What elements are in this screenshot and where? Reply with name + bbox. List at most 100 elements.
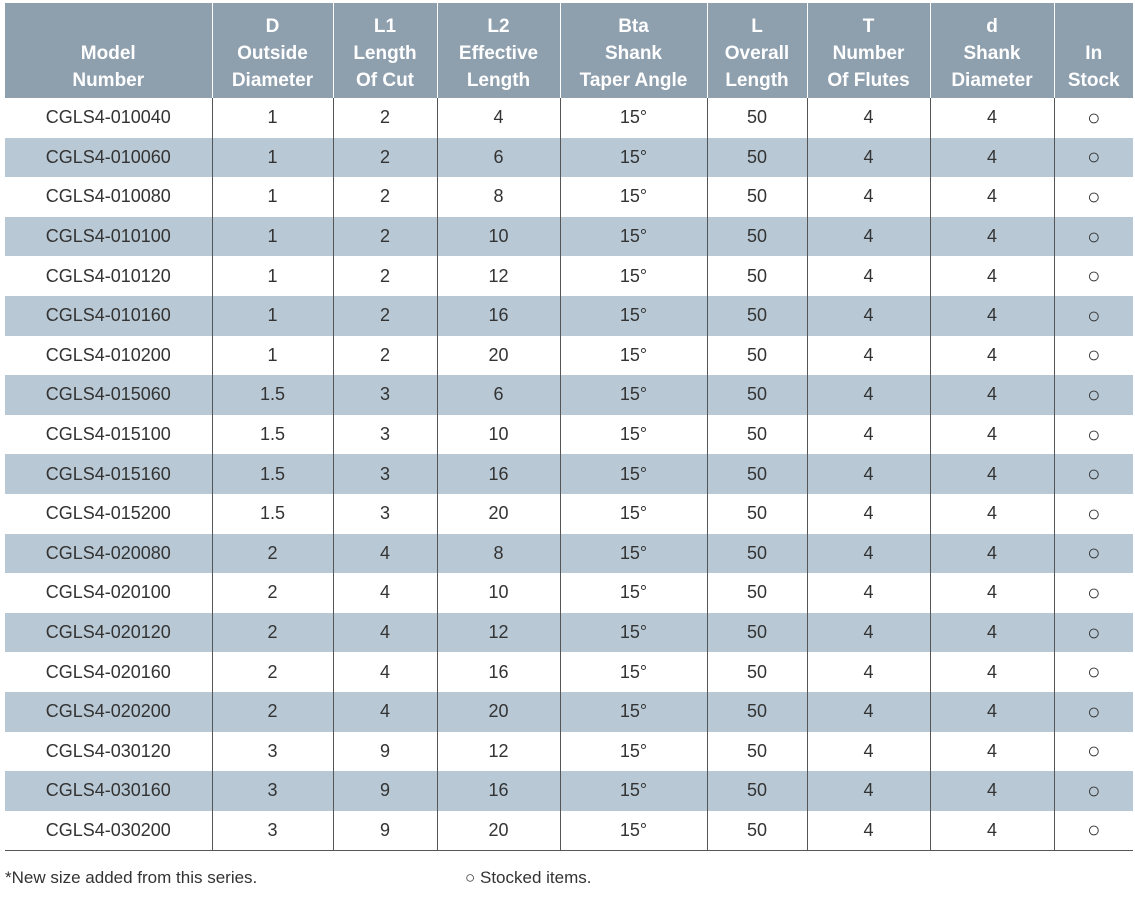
table-cell: CGLS4-020200 — [5, 691, 212, 732]
table-cell: CGLS4-030120 — [45, 740, 171, 761]
stock-cell: ○ — [1053, 652, 1133, 692]
header-line: L2 — [487, 16, 510, 37]
table-cell: 15° — [559, 375, 707, 415]
table-row: CGLS4-020080 2 4 8 15° 50 4 4 ○ — [5, 533, 1133, 574]
header-line: Diameter — [951, 70, 1033, 91]
header-cell: d Shank Diameter — [929, 3, 1054, 98]
table-cell: 4 — [806, 691, 930, 732]
header-line: In — [1085, 43, 1103, 64]
table-cell: CGLS4-015100 — [45, 424, 171, 445]
table-row: CGLS4-010080 1 2 8 15° 50 4 4 ○ — [5, 177, 1133, 217]
table-cell: 9 — [332, 810, 437, 852]
stock-cell: ○ — [1053, 454, 1133, 494]
table-cell: 4 — [806, 295, 930, 336]
table-cell: 15° — [559, 493, 707, 534]
table-row: CGLS4-010120 1 2 12 15° 50 4 4 ○ — [5, 256, 1133, 296]
table-cell: CGLS4-010080 — [45, 186, 171, 207]
table-row: CGLS4-010200 1 2 20 15° 50 4 4 ○ — [5, 335, 1133, 376]
stock-cell: ○ — [1053, 691, 1133, 732]
stock-cell: ○ — [1053, 533, 1133, 574]
table-cell: 3 — [332, 414, 437, 455]
header-line: D — [265, 16, 280, 37]
table-cell: 2 — [211, 533, 333, 574]
table-cell: 50 — [706, 295, 807, 336]
header-line: d — [986, 16, 998, 37]
table-cell: 15° — [559, 731, 707, 772]
table-cell: 50 — [706, 691, 807, 732]
header-line: Shank — [604, 43, 663, 64]
header-line: Length — [353, 43, 417, 64]
table-cell: 20 — [436, 335, 560, 376]
table-cell: 1 — [211, 216, 333, 257]
header-line: Shank — [963, 43, 1021, 64]
table-cell: 3 — [332, 493, 437, 534]
table-cell: CGLS4-010120 — [45, 265, 171, 286]
table-cell: 4 — [806, 414, 930, 455]
table-cell: CGLS4-015200 — [45, 503, 171, 524]
table-body: CGLS4-010040 1 2 4 15° 50 4 4 ○ CGLS4-010060 1 2 6 15… — [5, 98, 1133, 852]
header-line: Stock — [1067, 70, 1120, 91]
table-cell: 4 — [332, 612, 437, 653]
stock-legend: ○ Stocked items. — [465, 868, 592, 887]
table-cell: 4 — [806, 454, 930, 494]
table-cell: 4 — [929, 98, 1054, 138]
table-cell: 4 — [806, 573, 930, 613]
table-row: CGLS4-020120 2 4 12 15° 50 4 4 ○ — [5, 612, 1133, 653]
stock-cell: ○ — [1053, 98, 1133, 138]
table-cell: 4 — [929, 493, 1054, 534]
stock-cell: ○ — [1053, 493, 1133, 534]
table-cell: 15° — [559, 98, 707, 138]
stock-cell: ○ — [1053, 612, 1133, 653]
table-cell: 1 — [211, 256, 333, 296]
header-line: Length — [466, 70, 531, 91]
table-cell: 16 — [436, 652, 560, 692]
table-cell: 10 — [436, 414, 560, 455]
table-cell: 50 — [706, 533, 807, 574]
table-cell: 1 — [211, 295, 333, 336]
table-cell: 15° — [559, 177, 707, 217]
table-cell: 2 — [332, 335, 437, 376]
table-cell: 50 — [706, 414, 807, 455]
table-cell: 15° — [559, 454, 707, 494]
table-cell: 50 — [706, 493, 807, 534]
header-line: Outside — [237, 43, 308, 64]
header-line: Number — [832, 43, 905, 64]
header-line: L — [751, 16, 763, 37]
header-cell: L1 Length Of Cut — [332, 3, 437, 98]
stock-cell: ○ — [1053, 810, 1133, 852]
table-cell: 15° — [559, 573, 707, 613]
table-cell: 2 — [332, 256, 437, 296]
table-cell: 4 — [806, 533, 930, 574]
stock-cell: ○ — [1053, 731, 1133, 772]
table-cell: 1 — [211, 177, 333, 217]
table-row: CGLS4-010100 1 2 10 15° 50 4 4 ○ — [5, 216, 1133, 257]
table-cell: 4 — [929, 295, 1054, 336]
table-cell: 15° — [559, 533, 707, 574]
table-cell: 8 — [436, 533, 560, 574]
header-line: T — [862, 16, 875, 37]
table-cell: 8 — [436, 177, 560, 217]
table-cell: 3 — [332, 375, 437, 415]
table-cell: 50 — [706, 216, 807, 257]
table-row: CGLS4-015100 1.5 3 10 15° 50 4 4 ○ — [5, 414, 1133, 455]
table-cell: 12 — [436, 256, 560, 296]
table-cell: 15° — [559, 256, 707, 296]
table-cell: 15° — [559, 414, 707, 455]
header-line: Length — [725, 70, 789, 91]
table-cell: 1.5 — [211, 375, 333, 415]
table-cell: 50 — [706, 137, 807, 178]
table-cell: 3 — [211, 731, 333, 772]
table-cell: 20 — [436, 691, 560, 732]
header-line: Taper Angle — [579, 70, 688, 91]
table-cell: CGLS4-010040 — [45, 107, 171, 128]
table-row: CGLS4-030160 3 9 16 15° 50 4 4 ○ — [5, 771, 1133, 811]
table-cell: 15° — [559, 652, 707, 692]
header-line: Diameter — [231, 70, 314, 91]
header-cell: In Stock — [1053, 3, 1133, 98]
table-cell: 4 — [929, 731, 1054, 772]
header-line: Bta — [618, 16, 649, 37]
table-row: CGLS4-010060 1 2 6 15° 50 4 4 ○ — [5, 137, 1133, 178]
table-cell: 1 — [211, 98, 333, 138]
header-line: Effective — [458, 43, 539, 64]
